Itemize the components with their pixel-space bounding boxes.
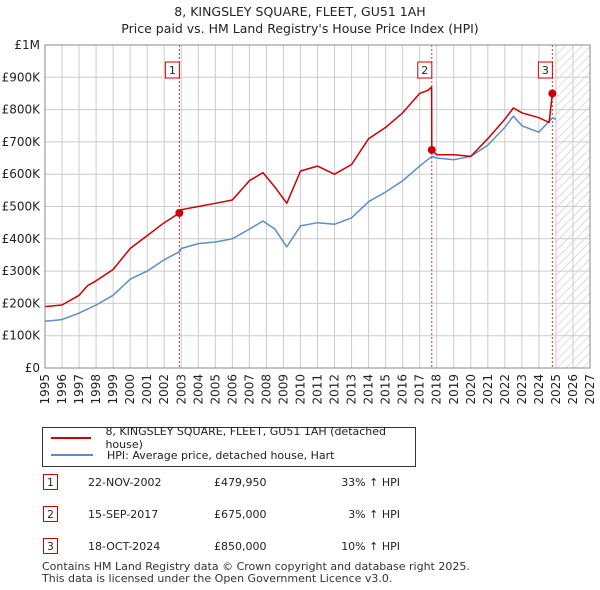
chart-legend: 8, KINGSLEY SQUARE, FLEET, GU51 1AH (det… [42,425,416,467]
x-tick-label: 2024 [532,374,546,405]
chart-title-line2: Price paid vs. HM Land Registry's House … [121,21,479,36]
y-tick-label: £900K [2,70,42,84]
x-tick-label: 2010 [293,374,307,405]
y-tick-label: £400K [2,232,42,246]
sale-price: £850,000 [214,540,267,553]
x-tick-label: 2009 [276,374,290,405]
sale-hpi-change: 3% ↑ HPI [348,508,400,521]
x-tick-label: 2022 [498,374,512,405]
sale-date: 15-SEP-2017 [88,508,159,521]
x-tick-label: 2003 [174,374,188,405]
x-tick-label: 2001 [140,374,154,405]
sale-number-badge: 1 [43,474,58,490]
x-tick-label: 2002 [157,374,171,405]
x-tick-label: 1998 [89,374,103,405]
footer-license: This data is licensed under the Open Gov… [42,572,393,585]
sale-label-number: 2 [421,64,428,77]
chart-title-line1: 8, KINGSLEY SQUARE, FLEET, GU51 1AH [174,4,426,19]
sale-label-number: 1 [169,64,176,77]
x-tick-label: 2011 [311,374,325,405]
sale-date: 22-NOV-2002 [88,476,162,489]
x-tick-label: 2012 [328,374,342,405]
legend-label-property: 8, KINGSLEY SQUARE, FLEET, GU51 1AH (det… [105,425,387,451]
x-tick-label: 2026 [566,374,580,405]
y-tick-label: £500K [2,200,42,214]
sale-point [427,145,436,154]
property-price-line [44,86,554,308]
hpi-line [44,115,557,322]
x-tick-label: 2007 [242,374,256,405]
x-tick-label: 2019 [447,374,461,405]
x-tick-label: 1999 [106,374,120,405]
sale-hpi-change: 33% ↑ HPI [341,476,400,489]
sale-number-badge: 3 [43,538,58,554]
sale-label-number: 3 [542,64,549,77]
x-tick-label: 2017 [413,374,427,405]
sale-point [548,89,557,98]
y-tick-label: £300K [2,264,42,278]
sale-label-box [417,61,433,79]
y-tick-label: £800K [2,103,42,117]
x-tick-label: 2013 [345,374,359,405]
legend-item-property: 8, KINGSLEY SQUARE, FLEET, GU51 1AH (det… [51,425,415,451]
y-tick-label: £100K [2,329,42,343]
sale-hpi-change: 10% ↑ HPI [341,540,400,553]
y-tick-label: £0 [25,361,40,375]
y-tick-label: £200K [2,296,42,310]
x-tick-label: 2008 [259,374,273,405]
x-tick-label: 2021 [481,374,495,405]
x-tick-label: 2025 [549,374,563,405]
sale-date: 18-OCT-2024 [88,540,161,553]
legend-item-hpi: HPI: Average price, detached house, Hart [51,448,334,462]
legend-label-hpi: HPI: Average price, detached house, Hart [107,448,335,462]
sale-point [175,208,184,217]
sale-label-box [537,61,553,79]
sale-price: £479,950 [214,476,267,489]
sale-price: £675,000 [214,508,267,521]
x-tick-label: 2005 [208,374,222,405]
footer-copyright: Contains HM Land Registry data © Crown c… [42,560,470,573]
sale-row: 1 22-NOV-2002 £479,950 33% ↑ HPI [42,473,562,493]
y-tick-label: £1M [14,38,40,52]
x-tick-label: 2018 [430,374,444,405]
x-tick-label: 2016 [396,374,410,405]
sale-label-box [164,61,180,79]
sale-row: 3 18-OCT-2024 £850,000 10% ↑ HPI [42,537,562,557]
x-tick-label: 2004 [191,374,205,405]
x-tick-label: 1995 [38,374,52,405]
x-tick-label: 2006 [225,374,239,405]
x-tick-label: 1997 [72,374,86,405]
legend-swatch-property [51,437,92,439]
x-tick-label: 2000 [123,374,137,405]
x-tick-label: 2027 [583,374,597,405]
sale-row: 2 15-SEP-2017 £675,000 3% ↑ HPI [42,505,562,525]
plot-border [44,44,591,369]
y-tick-label: £600K [2,167,42,181]
x-tick-label: 2020 [464,374,478,405]
price-chart: £0 £100K £200K £300K £400K £500K £600K £700K £80… [2,38,597,405]
legend-swatch-hpi [51,454,93,456]
x-tick-label: 2023 [515,374,529,405]
y-tick-label: £700K [2,135,42,149]
x-tick-label: 1996 [55,374,69,405]
x-tick-label: 2015 [379,374,393,405]
x-tick-label: 2014 [362,374,376,405]
sale-number-badge: 2 [43,506,58,522]
